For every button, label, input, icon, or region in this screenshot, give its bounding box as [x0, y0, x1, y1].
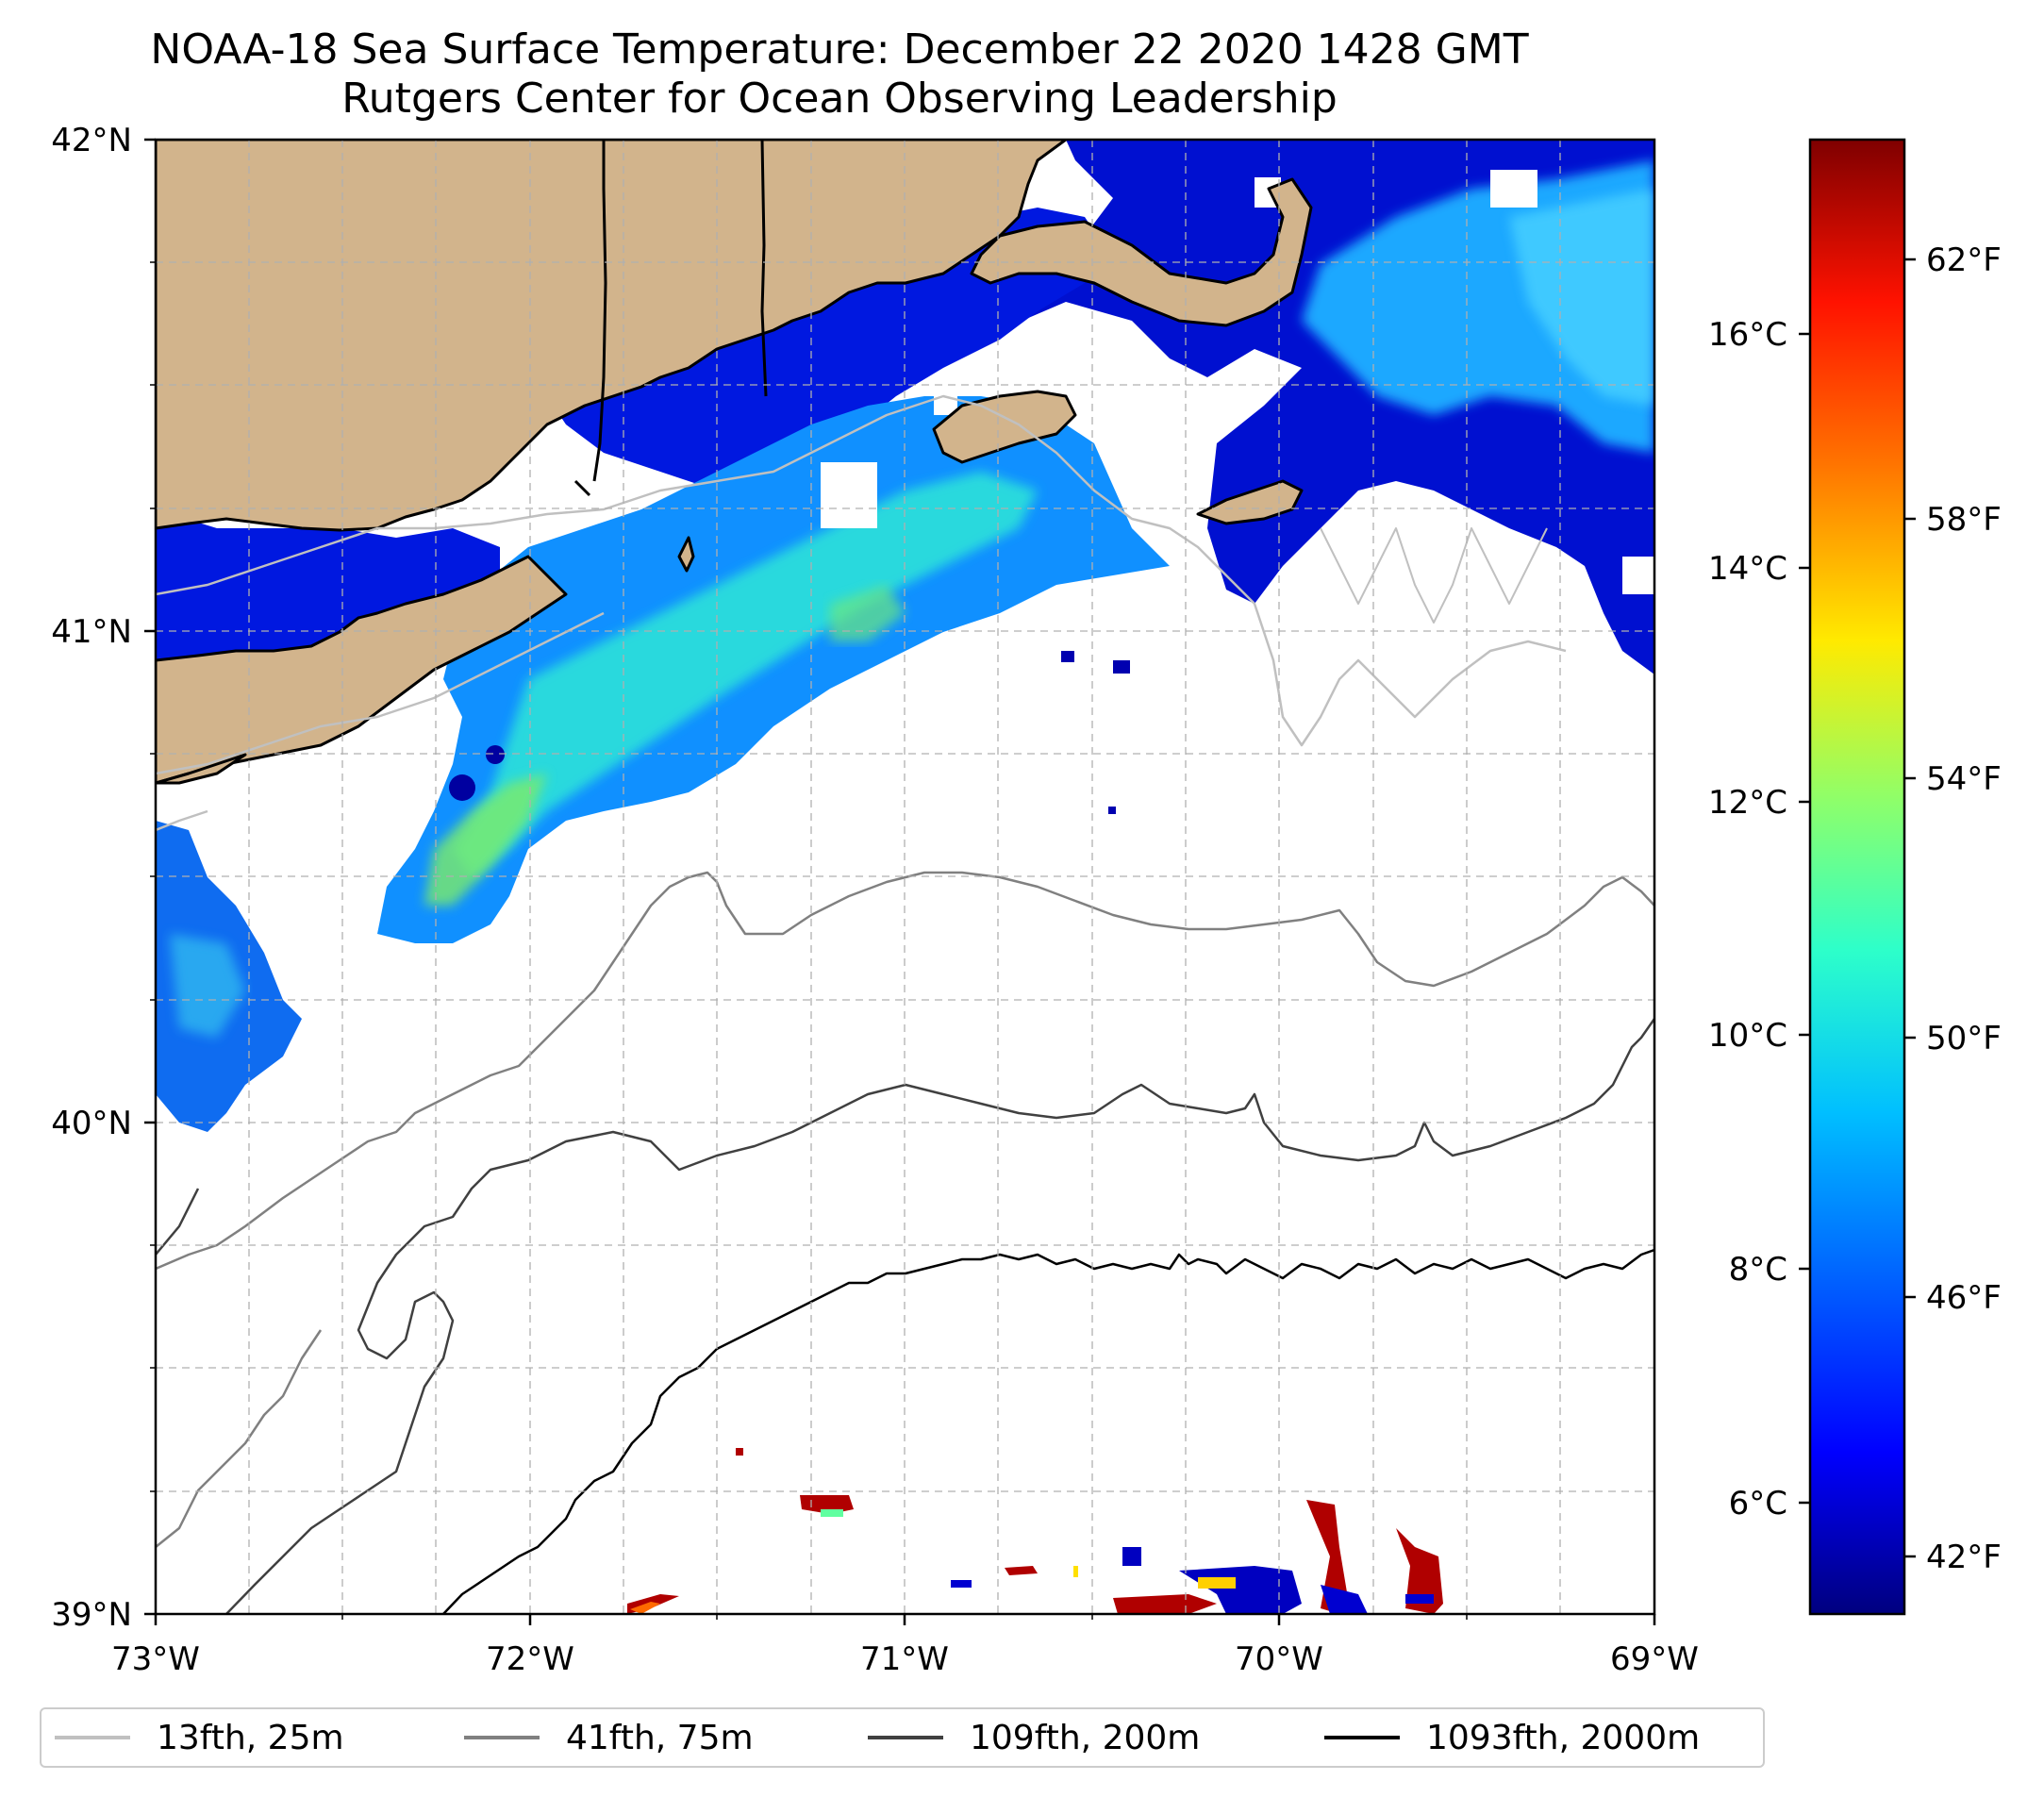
legend: 13fth, 25m 41fth, 75m 109fth, 200m 1093f…	[40, 1707, 1765, 1768]
x-tick-label: 70°W	[1235, 1640, 1323, 1678]
colorbar-fahrenheit-label: 46°F	[1926, 1279, 2002, 1317]
sst-southern-warm-patches	[627, 1448, 1443, 1614]
legend-label: 109fth, 200m	[970, 1718, 1201, 1757]
chart-title: NOAA-18 Sea Surface Temperature: Decembe…	[150, 25, 1529, 74]
colorbar-fahrenheit-label: 54°F	[1926, 760, 2002, 798]
x-tick-label: 72°W	[486, 1640, 574, 1678]
contour-2000m	[442, 1248, 1654, 1614]
legend-swatch	[464, 1736, 540, 1739]
legend-swatch	[1324, 1736, 1400, 1739]
colorbar-celsius-label: 8°C	[1729, 1251, 1787, 1289]
contour-75m	[156, 871, 1654, 1548]
colorbar-celsius-label: 10°C	[1708, 1017, 1787, 1055]
legend-item-200m: 109fth, 200m	[868, 1709, 1200, 1766]
legend-swatch	[55, 1736, 130, 1739]
colorbar-celsius-label: 12°C	[1708, 784, 1787, 822]
sst-shelf-plume	[377, 396, 1170, 943]
colorbar-celsius-label: 14°C	[1708, 550, 1787, 588]
colorbar-fahrenheit-label: 58°F	[1926, 501, 2002, 539]
colorbar-fahrenheit-label: 50°F	[1926, 1020, 2002, 1057]
land-block-island	[677, 536, 695, 573]
sst-field	[156, 140, 1654, 1614]
land-marthas-vineyard	[932, 390, 1077, 464]
bathymetry-contours	[156, 394, 1654, 1614]
land-cape-cod	[970, 177, 1313, 327]
legend-label: 41fth, 75m	[566, 1718, 754, 1757]
contour-200m	[156, 1018, 1654, 1614]
x-tick-label: 69°W	[1610, 1640, 1699, 1678]
y-tick-label: 42°N	[51, 122, 132, 159]
chart-subtitle: Rutgers Center for Ocean Observing Leade…	[341, 75, 1338, 123]
colorbar-fahrenheit-label: 62°F	[1926, 241, 2002, 279]
sst-coastal-blue	[528, 208, 1104, 509]
y-tick-label: 39°N	[51, 1596, 132, 1634]
land	[156, 140, 1313, 785]
land-long-island	[156, 555, 568, 785]
axis-ticks	[144, 138, 1656, 1625]
legend-label: 1093fth, 2000m	[1426, 1718, 1701, 1757]
minor-ticks	[150, 261, 1468, 1620]
land-new-england	[156, 140, 1068, 532]
x-tick-label: 71°W	[860, 1640, 949, 1678]
contour-25m	[156, 394, 1567, 832]
y-tick-label: 41°N	[51, 613, 132, 651]
legend-label: 13fth, 25m	[157, 1718, 344, 1757]
legend-swatch	[868, 1736, 943, 1739]
colorbar-celsius-label: 16°C	[1708, 316, 1787, 354]
map-area	[156, 140, 1654, 1614]
colorbar-fahrenheit-label: 42°F	[1926, 1539, 2002, 1576]
legend-item-2000m: 1093fth, 2000m	[1324, 1709, 1700, 1766]
x-tick-label: 73°W	[111, 1640, 200, 1678]
legend-item-75m: 41fth, 75m	[464, 1709, 754, 1766]
legend-item-25m: 13fth, 25m	[55, 1709, 344, 1766]
y-tick-label: 40°N	[51, 1105, 132, 1142]
land-nantucket	[1196, 479, 1304, 525]
colorbar: 16°C 14°C 12°C 10°C 8°C 6°C 62°F 58°F 54…	[1708, 138, 2002, 1616]
colorbar-celsius-label: 6°C	[1729, 1485, 1787, 1522]
gridlines	[156, 140, 1654, 1614]
state-borders	[573, 140, 768, 497]
